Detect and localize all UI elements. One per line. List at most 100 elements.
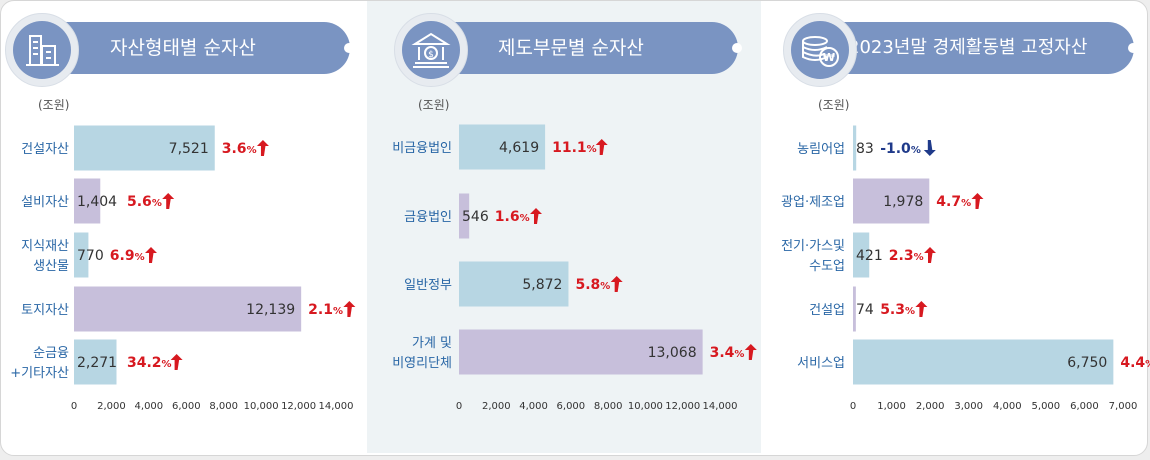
panel-2-banner: 제도부문별 순자산	[420, 22, 742, 74]
category-label: 토지자산	[21, 303, 69, 318]
panel-1-banner: 자산형태별 순자산	[30, 22, 354, 74]
arrow-down-icon	[923, 140, 936, 156]
svg-text:$: $	[428, 50, 434, 60]
x-tick-label: 2,000	[482, 401, 511, 412]
coins-won-icon: ₩	[802, 36, 839, 67]
arrow-up-icon	[924, 247, 936, 263]
value-label: 13,068	[648, 345, 697, 361]
arrow-up-icon	[595, 139, 608, 155]
x-tick-label: 6,000	[557, 401, 586, 412]
value-label: 6,750	[1067, 355, 1107, 371]
x-tick-label: 14,000	[703, 401, 738, 412]
category-label: 생산물	[33, 259, 69, 274]
x-tick-label: 0	[850, 401, 856, 412]
arrow-up-icon	[145, 247, 157, 263]
category-label: 건설자산	[21, 142, 69, 157]
change-label: 5.3%	[880, 302, 915, 318]
panel-2-title: 제도부문별 순자산	[498, 37, 644, 59]
category-label: +기타자산	[10, 366, 69, 381]
category-label: 설비자산	[21, 195, 69, 210]
category-label: 일반정부	[404, 278, 452, 293]
buildings-icon	[26, 35, 59, 66]
x-tick-label: 4,000	[519, 401, 548, 412]
value-label: 2,271	[77, 355, 117, 371]
banner-dot	[1128, 43, 1138, 53]
change-label: 34.2%	[127, 355, 172, 371]
x-tick-label: 4,000	[135, 401, 164, 412]
x-tick-label: 2,000	[916, 401, 945, 412]
bar	[853, 178, 930, 224]
bar	[853, 339, 1114, 385]
change-label: 3.4%	[710, 345, 745, 361]
arrow-up-icon	[744, 344, 757, 360]
panel-1-badge	[5, 13, 79, 87]
x-tick-label: 1,000	[877, 401, 906, 412]
bar	[459, 261, 569, 307]
x-tick-label: 5,000	[1032, 401, 1061, 412]
bar	[459, 329, 703, 375]
banner-dot	[344, 43, 354, 53]
x-tick-label: 12,000	[281, 401, 316, 412]
panel-2-unit: (조원)	[418, 98, 450, 112]
x-tick-label: 7,000	[1109, 401, 1138, 412]
arrow-up-icon	[170, 354, 183, 370]
category-label: 농림어업	[797, 142, 845, 157]
panel-1-title: 자산형태별 순자산	[110, 37, 256, 59]
arrow-up-icon	[162, 193, 175, 209]
bar	[853, 286, 856, 332]
value-label: 74	[856, 302, 874, 318]
value-label: 770	[77, 248, 104, 264]
value-label: 4,619	[499, 140, 539, 156]
panel-3-unit: (조원)	[818, 98, 850, 112]
arrow-up-icon	[610, 276, 623, 292]
x-tick-label: 0	[71, 401, 77, 412]
panel-3-banner: 2023년말 경제활동별 고정자산	[812, 22, 1138, 74]
value-label: 546	[462, 209, 489, 225]
change-label: 5.6%	[127, 194, 162, 210]
category-label: 수도업	[809, 259, 845, 274]
x-tick-label: 2,000	[97, 401, 126, 412]
bar	[74, 125, 215, 171]
value-label: 1,978	[883, 194, 923, 210]
value-label: 1,404	[77, 194, 117, 210]
bar	[459, 124, 546, 170]
bar	[459, 193, 470, 239]
bar	[74, 178, 101, 224]
value-label: 83	[856, 141, 874, 157]
bar	[853, 232, 870, 278]
panel-2-badge: $	[394, 13, 468, 87]
bar	[74, 286, 302, 332]
change-label: 2.3%	[889, 248, 924, 264]
category-label: 지식재산	[21, 239, 69, 254]
x-tick-label: 6,000	[172, 401, 201, 412]
change-label: 3.6%	[222, 141, 257, 157]
x-tick-label: 8,000	[594, 401, 623, 412]
bank-icon: $	[411, 32, 451, 68]
value-label: 12,139	[246, 302, 295, 318]
x-tick-label: 8,000	[209, 401, 238, 412]
x-tick-label: 6,000	[1070, 401, 1099, 412]
category-label: 전기·가스및	[781, 239, 845, 254]
change-label: 5.8%	[575, 277, 610, 293]
change-label: 2.1%	[308, 302, 343, 318]
x-tick-label: 0	[456, 401, 462, 412]
change-label: 4.4%	[1120, 355, 1150, 371]
panel-3-badge: ₩	[783, 13, 857, 87]
change-label: 1.6%	[495, 209, 530, 225]
banner-dot	[732, 43, 742, 53]
category-label: 광업·제조업	[781, 195, 845, 210]
change-label: 6.9%	[110, 248, 145, 264]
x-tick-label: 4,000	[993, 401, 1022, 412]
value-label: 7,521	[169, 141, 209, 157]
change-label: 11.1%	[552, 140, 597, 156]
panel-1-unit: (조원)	[38, 98, 70, 112]
panel-3-title: 2023년말 경제활동별 고정자산	[848, 37, 1088, 58]
x-tick-label: 14,000	[319, 401, 354, 412]
change-label: -1.0%	[880, 141, 921, 157]
arrow-up-icon	[530, 208, 542, 224]
category-label: 가계 및	[412, 336, 452, 351]
category-label: 서비스업	[797, 356, 845, 371]
arrow-up-icon	[343, 301, 356, 317]
change-label: 4.7%	[936, 194, 971, 210]
svg-text:₩: ₩	[823, 51, 835, 64]
